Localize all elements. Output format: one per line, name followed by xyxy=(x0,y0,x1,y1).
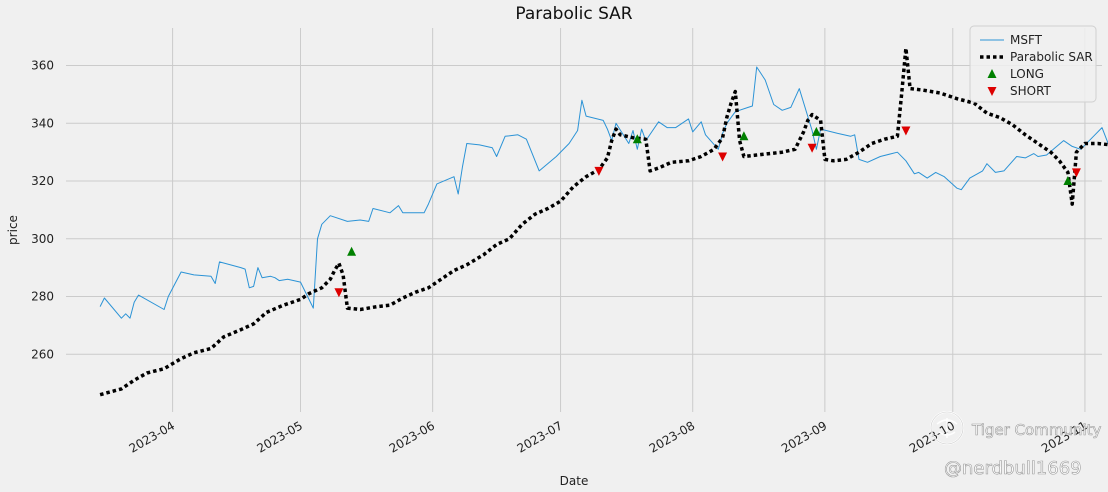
long-signal-marker xyxy=(347,246,357,256)
y-tick-label: 340 xyxy=(31,116,54,130)
legend-swatch-short xyxy=(987,87,997,96)
y-tick-label: 260 xyxy=(31,347,54,361)
short-signal-marker xyxy=(901,126,911,136)
legend: MSFT Parabolic SAR LONG SHORT xyxy=(969,25,1097,103)
short-signal-marker xyxy=(594,166,604,176)
y-axis-title: price xyxy=(6,215,20,245)
long-signal-marker xyxy=(1063,176,1073,185)
short-signal-marker xyxy=(1071,168,1081,178)
series-layer xyxy=(99,46,1108,397)
long-signal-marker xyxy=(739,131,749,141)
watermark-community: Tiger Community xyxy=(971,421,1101,439)
x-axis-title: Date xyxy=(560,474,589,488)
msft-price-line xyxy=(99,66,1108,319)
long-signal-marker xyxy=(632,134,642,144)
chart-title: Parabolic SAR xyxy=(515,4,632,24)
y-tick-label: 280 xyxy=(31,290,54,304)
short-signal-marker xyxy=(334,288,344,298)
y-tick-label: 320 xyxy=(31,174,54,188)
legend-label-long: LONG xyxy=(1010,67,1044,81)
legend-label-short: SHORT xyxy=(1010,84,1052,98)
grid-lines xyxy=(66,28,1102,412)
tiger-logo-icon xyxy=(930,411,964,445)
legend-swatch-long xyxy=(987,69,997,78)
short-signal-marker xyxy=(807,143,817,153)
y-tick-label: 300 xyxy=(31,232,54,246)
short-signal-marker xyxy=(718,152,728,162)
parabolic-sar-line xyxy=(99,46,1108,397)
watermark: Tiger Community @nerdbull1669 xyxy=(930,411,1102,479)
marker-layer xyxy=(334,126,1081,298)
legend-label-sar: Parabolic SAR xyxy=(1010,50,1093,64)
y-tick-label: 360 xyxy=(31,59,54,73)
legend-box xyxy=(969,25,1097,103)
y-tick-labels: 260 280 300 320 340 360 xyxy=(31,59,54,362)
long-signal-marker xyxy=(811,126,821,136)
legend-label-msft: MSFT xyxy=(1010,33,1043,47)
watermark-handle: @nerdbull1669 xyxy=(944,458,1082,479)
